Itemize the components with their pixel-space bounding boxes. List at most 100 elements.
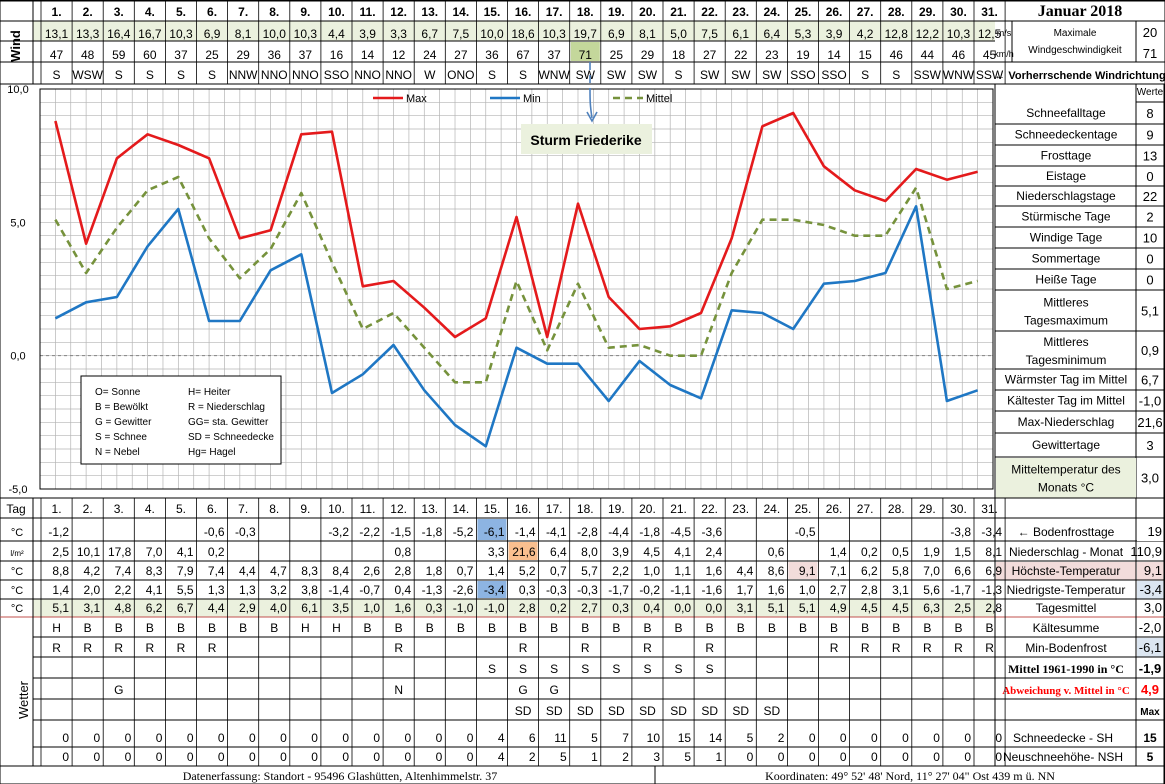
weather-symbol: B: [177, 621, 185, 635]
weather-key-item: H= Heiter: [188, 387, 231, 398]
table-value: 8,0: [581, 545, 598, 559]
table-value: 2,2: [612, 564, 629, 578]
snow-value: 0: [995, 750, 1002, 764]
stats-mean-bg: [996, 458, 1136, 498]
table-value: 7,9: [177, 564, 194, 578]
weather-symbol: B: [581, 621, 589, 635]
weather-symbol: B: [270, 621, 278, 635]
row-label: Niederschlag - Monat: [1009, 545, 1124, 559]
annotation-arrow: [589, 62, 593, 119]
weather-symbol: B: [364, 621, 372, 635]
weather-symbol: B: [706, 621, 714, 635]
legend-label: Max: [406, 93, 427, 105]
weather-symbol: B: [115, 621, 123, 635]
snow-value: 0: [373, 750, 380, 764]
stats-value: 8: [1146, 106, 1153, 121]
snow-value: 0: [964, 731, 971, 745]
table-day-label: 17.: [546, 502, 563, 516]
table-day-label: 5.: [176, 502, 186, 516]
table-value: 6,1: [301, 601, 318, 615]
wind-day-label: 7.: [238, 5, 248, 19]
wind-direction: SSO: [324, 68, 349, 82]
table-day-label: 25.: [795, 502, 812, 516]
wind-kmh-value: 18: [672, 48, 686, 62]
snow-value: 0: [809, 750, 816, 764]
table-value: 8,6: [768, 564, 785, 578]
wind-direction: SSO: [821, 68, 846, 82]
weather-symbol: B: [861, 621, 869, 635]
row-label: Tagesmittel: [1036, 601, 1097, 615]
table-value: 2,6: [363, 564, 380, 578]
weather-symbol: N: [394, 683, 403, 697]
wind-kmh-value: 29: [641, 48, 655, 62]
table-value: -0,5: [795, 525, 816, 539]
table-value: -1,0: [453, 601, 474, 615]
snow-value: 0: [840, 731, 847, 745]
table-value: 6,2: [861, 564, 878, 578]
wind-ms-value: 5,0: [670, 27, 687, 41]
y-tick-label: 0,0: [10, 351, 25, 363]
wind-direction: SW: [607, 68, 627, 82]
weather-symbol: S: [581, 662, 589, 676]
row-label: Höchste-Temperatur: [1012, 564, 1121, 578]
table-value: 1,4: [488, 564, 505, 578]
wind-kmh-value: 60: [143, 48, 157, 62]
table-value: 4,8: [115, 601, 132, 615]
page-title: Januar 2018: [1038, 3, 1123, 20]
table-day-label: 8.: [269, 502, 279, 516]
wind-ms-value: 10,3: [169, 27, 193, 41]
table-value: 7,0: [923, 564, 940, 578]
wind-kmh-value: 37: [174, 48, 188, 62]
weather-symbol: R: [892, 641, 901, 655]
wind-day-label: 5.: [176, 5, 186, 19]
weather-symbol: R: [177, 641, 186, 655]
weather-symbol: R: [705, 641, 714, 655]
weather-symbol: R: [83, 641, 92, 655]
unit-ms: m/s: [997, 28, 1012, 38]
row-total: -2,0: [1139, 620, 1161, 635]
table-value: -1,5: [391, 525, 412, 539]
snow-value: 0: [373, 731, 380, 745]
table-value: 1,6: [395, 601, 412, 615]
wind-day-label: 25.: [795, 5, 812, 19]
weather-symbol: S: [550, 662, 558, 676]
table-day-label: 18.: [577, 502, 594, 516]
weather-symbol: R: [394, 641, 403, 655]
table-value: 5,1: [799, 601, 816, 615]
wind-kmh-value-max: 71: [579, 48, 593, 62]
table-value: -1,7: [608, 583, 629, 597]
highest-total-bg: [996, 562, 1136, 580]
weather-symbol: B: [146, 621, 154, 635]
row-label: ← Bodenfrosttage: [1018, 525, 1115, 539]
wind-kmh-value: 16: [330, 48, 344, 62]
wind-day-label: 19.: [608, 5, 625, 19]
table-day-label: 4.: [145, 502, 155, 516]
highlight-cell: [477, 581, 507, 598]
wind-direction-caption: ← Vorherrschende Windrichtung: [994, 70, 1165, 82]
wind-kmh-value: 46: [890, 48, 904, 62]
snow-value: 0: [933, 750, 940, 764]
wind-kmh-value: 44: [921, 48, 935, 62]
wind-direction: NNO: [385, 68, 412, 82]
wind-day-label: 15.: [484, 5, 501, 19]
table-value: 4,5: [643, 545, 660, 559]
stats-value: 9: [1146, 128, 1153, 143]
wind-ms-value: 4,4: [328, 27, 345, 41]
snow-value: 0: [405, 731, 412, 745]
table-value: 2,5: [52, 545, 69, 559]
stats-value: 0: [1146, 273, 1153, 288]
snow-value: 11: [554, 731, 567, 745]
wind-ms-value: 8,1: [235, 27, 252, 41]
snow-value: 0: [747, 750, 754, 764]
snow-value: 1: [591, 750, 598, 764]
wind-ms-value: 5,3: [795, 27, 812, 41]
wind-kmh-value: 19: [796, 48, 810, 62]
table-value: -0,3: [235, 525, 256, 539]
wind-day-label: 18.: [577, 5, 594, 19]
snow-value: 0: [62, 731, 69, 745]
y-tick-label: -5,0: [9, 484, 28, 496]
table-value: -2,8: [577, 525, 598, 539]
wind-direction: S: [115, 68, 123, 82]
table-value: 3,1: [84, 601, 101, 615]
weather-symbol: B: [737, 621, 745, 635]
